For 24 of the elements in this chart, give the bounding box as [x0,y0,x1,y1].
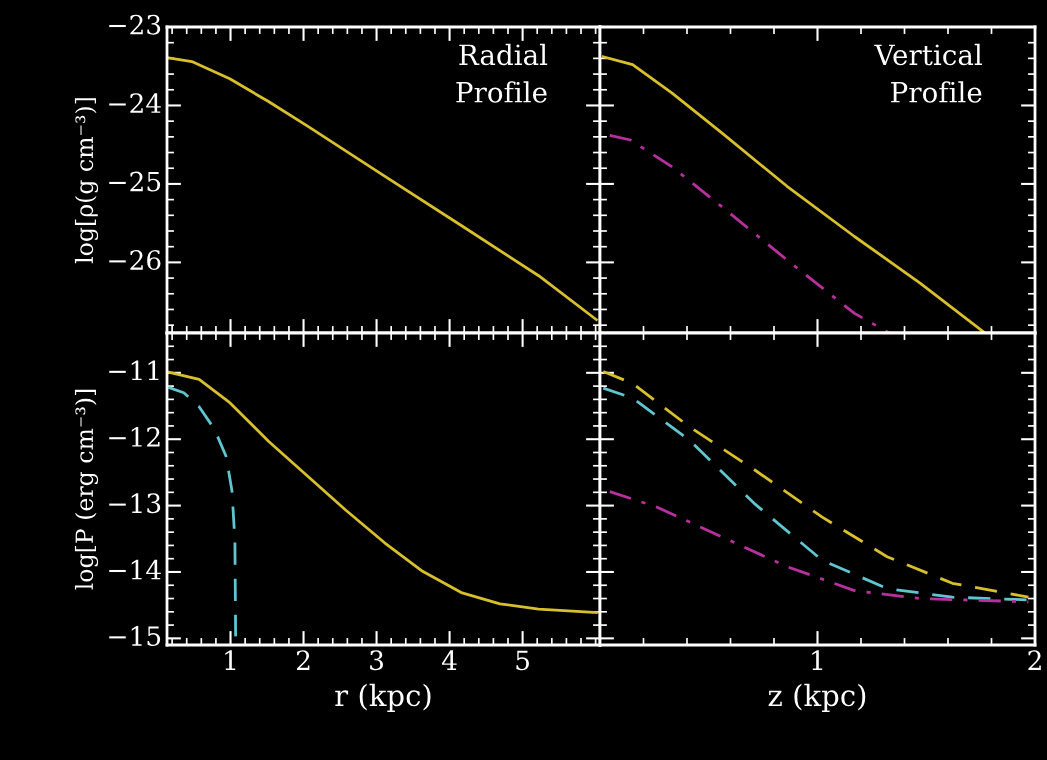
x-axis-title: r (kpc) [335,683,431,712]
annotation: Vertical Profile [874,43,982,103]
x-tick-label: 4 [442,650,457,670]
line-series [167,370,598,614]
y-tick-label: −11 [109,360,159,381]
x-tick-label: 1 [812,650,823,670]
y-tick-label: −23 [109,14,161,35]
y-axis-title: log[P (erg cm⁻³)] [74,389,99,590]
line-series [167,386,238,638]
y-tick-label: −13 [109,493,161,514]
x-tick-label: 2 [1028,650,1041,670]
annotation: Radial Profile [456,43,548,103]
y-tick-label: −15 [109,626,161,647]
y-tick-label: −24 [109,93,161,113]
x-tick-label: 5 [516,650,529,671]
x-axis-title: z (kpc) [768,683,866,712]
y-tick-label: −14 [109,559,161,580]
y-axis-title: log[ρ(g cm⁻³)] [74,98,99,264]
x-tick-label: 2 [296,650,310,670]
y-tick-label: −26 [109,250,161,271]
x-tick-label: 3 [370,650,383,671]
y-tick-label: −12 [109,426,160,447]
x-tick-label: 1 [225,650,236,670]
y-tick-label: −25 [109,171,161,192]
